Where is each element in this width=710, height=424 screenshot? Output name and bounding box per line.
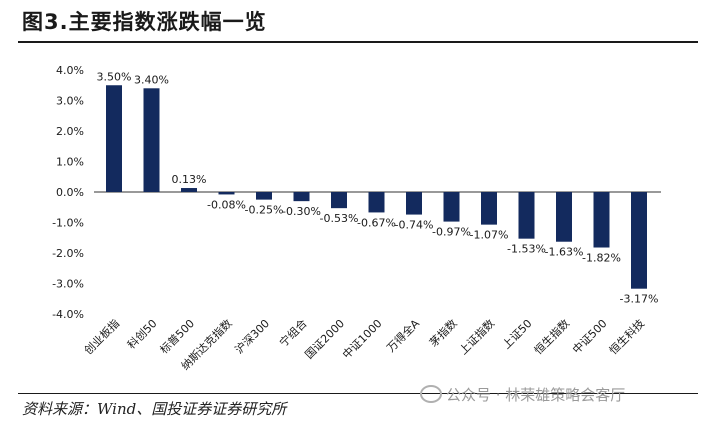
bar [368,192,385,213]
category-label: 茅指数 [426,316,459,349]
bar [331,192,347,209]
title-divider [18,41,698,43]
bar [481,192,497,225]
bar [556,192,572,242]
category-label: 沪深300 [232,316,272,356]
data-label: -1.63% [545,246,584,259]
data-label: -0.74% [395,219,434,232]
y-tick-label: -4.0% [52,308,84,321]
bar [443,192,460,222]
bar [218,192,235,195]
footer-divider [18,393,698,394]
y-tick-label: 3.0% [56,95,84,108]
category-label: 恒生指数 [531,316,572,357]
data-label: 3.50% [97,70,132,83]
data-label: -1.82% [582,252,621,265]
category-label: 国证2000 [303,317,348,362]
category-label: 宁组合 [276,316,309,349]
bar [143,88,160,192]
watermark-text: 公众号 · 林荣雄策略会客厅 [446,386,626,404]
bar [518,192,535,239]
category-label: 恒生科技 [606,316,647,357]
source-note: 资料来源：Wind、国投证券证券研究所 [22,400,287,418]
data-label: -1.53% [507,243,546,256]
data-label: 3.40% [134,73,169,86]
data-label: -0.30% [282,205,321,218]
y-tick-label: 1.0% [56,156,84,169]
y-tick-label: 4.0% [56,64,84,77]
data-label: -0.08% [207,198,246,211]
category-label: 中证1000 [340,317,385,362]
category-label: 上证50 [500,317,535,352]
data-label: -0.67% [357,216,396,229]
watermark: 公众号 · 林荣雄策略会客厅 [420,384,625,405]
y-tick-label: 0.0% [56,186,84,199]
category-label: 上证指数 [456,316,497,357]
y-tick-label: -1.0% [52,217,84,230]
bar [106,85,122,192]
data-label: -0.25% [245,204,284,217]
data-label: -0.53% [320,212,359,225]
data-label: -3.17% [620,293,659,306]
y-tick-label: -3.0% [52,278,84,291]
bar-chart: 4.0% 3.0% 2.0% 1.0% 0.0% -1.0% -2.0% -3.0% -4.0%… [52,64,661,373]
category-label: 中证500 [570,317,610,357]
y-tick-label: 2.0% [56,125,84,138]
category-label: 科创50 [124,316,159,351]
data-label: 0.13% [172,173,207,186]
category-label: 万得全A [384,316,423,355]
wechat-icon [420,385,442,403]
bar [631,192,647,289]
data-label: -0.97% [432,226,471,239]
bar [256,192,272,200]
bar [593,192,610,248]
bar [406,192,422,215]
data-label: -1.07% [470,229,509,242]
category-label: 创业板指 [81,316,122,357]
bar [293,192,310,202]
bar [181,188,197,192]
y-tick-label: -2.0% [52,247,84,260]
page-title: 图3.主要指数涨跌幅一览 [22,10,267,34]
